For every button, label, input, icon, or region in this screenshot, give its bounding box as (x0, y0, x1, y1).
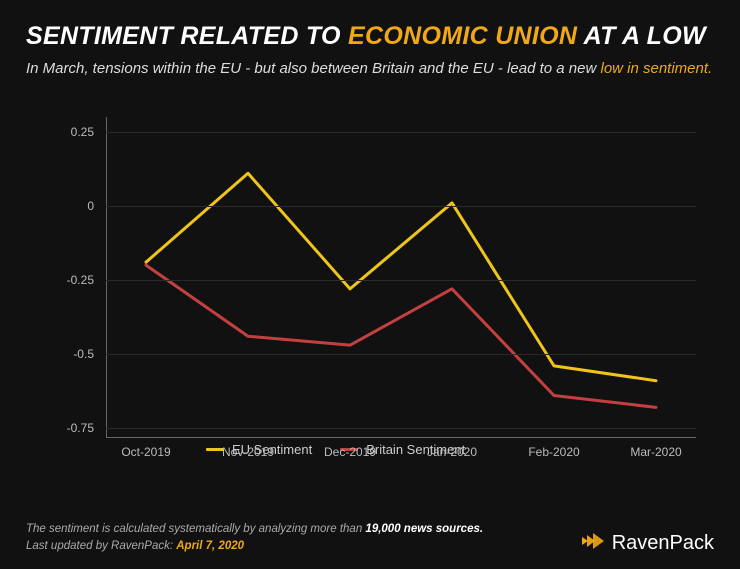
gridline (106, 206, 696, 207)
series-line (146, 265, 656, 407)
y-tick-label: -0.25 (67, 273, 94, 287)
x-axis (106, 437, 696, 438)
x-tick-label: Oct-2019 (121, 445, 170, 459)
footer-line2-prefix: Last updated by RavenPack: (26, 540, 176, 552)
x-tick-label: Jan-2020 (427, 445, 477, 459)
footer-line2-highlight: April 7, 2020 (176, 540, 244, 552)
title-prefix: Sentiment related to (26, 22, 348, 50)
page-subtitle: In March, tensions within the EU - but a… (26, 59, 714, 79)
brand-logo: RavenPack (582, 532, 714, 555)
brand-name: RavenPack (612, 532, 714, 555)
page-title: Sentiment related to Economic Union at a… (26, 22, 714, 51)
gridline (106, 354, 696, 355)
sentiment-chart: EU SentimentBritain Sentiment 0.250-0.25… (26, 97, 714, 477)
y-tick-label: 0.25 (71, 125, 94, 139)
chart-lines (106, 117, 696, 437)
gridline (106, 428, 696, 429)
footer-text: The sentiment is calculated systematical… (26, 521, 483, 556)
x-tick-label: Mar-2020 (630, 445, 681, 459)
footer-line1-bold: 19,000 news sources. (365, 523, 483, 535)
footer: The sentiment is calculated systematical… (26, 521, 714, 556)
title-highlight: Economic Union (348, 22, 577, 50)
x-tick-label: Feb-2020 (528, 445, 579, 459)
y-tick-label: -0.75 (67, 421, 94, 435)
gridline (106, 132, 696, 133)
subtitle-highlight: low in sentiment. (600, 60, 712, 77)
footer-line1-prefix: The sentiment is calculated systematical… (26, 523, 365, 535)
y-tick-label: 0 (87, 199, 94, 213)
x-tick-label: Dec-2019 (324, 445, 376, 459)
ravenpack-icon (582, 533, 606, 555)
gridline (106, 280, 696, 281)
title-suffix: at a low (577, 22, 706, 50)
series-line (146, 174, 656, 381)
x-tick-label: Nov-2019 (222, 445, 274, 459)
subtitle-prefix: In March, tensions within the EU - but a… (26, 60, 600, 77)
y-tick-label: -0.5 (73, 347, 94, 361)
